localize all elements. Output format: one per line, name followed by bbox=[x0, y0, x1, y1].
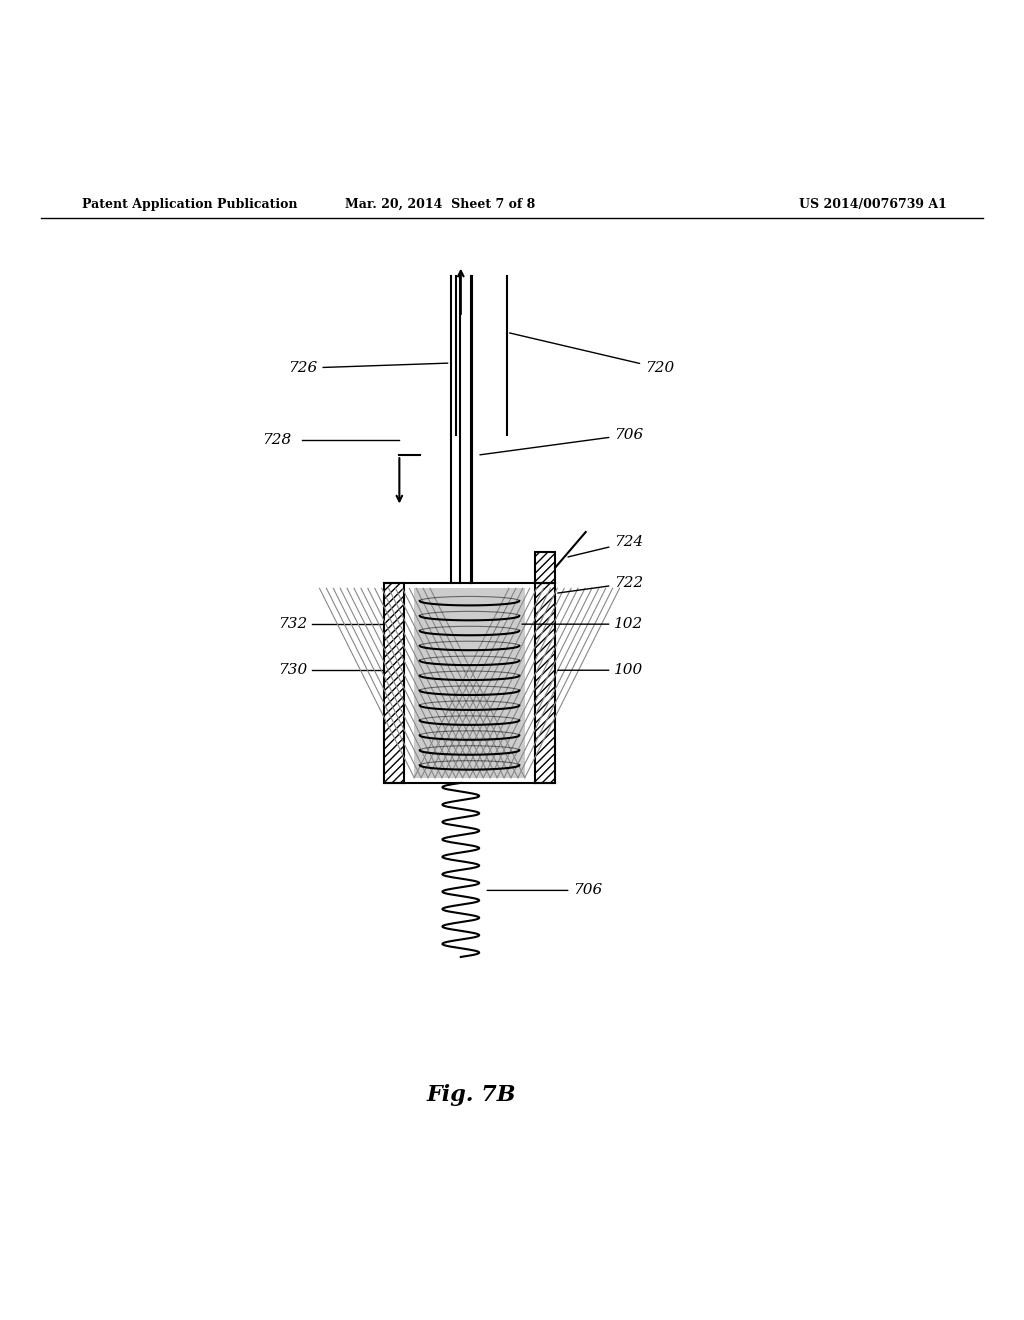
Text: 732: 732 bbox=[278, 618, 307, 631]
Bar bbox=[535, 583, 555, 783]
Bar bbox=[535, 553, 555, 583]
Text: 730: 730 bbox=[278, 663, 307, 677]
Text: 724: 724 bbox=[568, 535, 644, 557]
Text: US 2014/0076739 A1: US 2014/0076739 A1 bbox=[799, 198, 946, 211]
Text: 706: 706 bbox=[480, 428, 644, 455]
Bar bbox=[415, 589, 524, 777]
Text: Mar. 20, 2014  Sheet 7 of 8: Mar. 20, 2014 Sheet 7 of 8 bbox=[345, 198, 536, 211]
Text: Patent Application Publication: Patent Application Publication bbox=[82, 198, 297, 211]
Text: 100: 100 bbox=[558, 663, 644, 677]
Text: 706: 706 bbox=[487, 883, 603, 898]
Text: Fig. 7B: Fig. 7B bbox=[426, 1084, 516, 1106]
Text: 722: 722 bbox=[558, 577, 644, 593]
Text: 102: 102 bbox=[522, 618, 644, 631]
Bar bbox=[384, 583, 404, 783]
Text: 728: 728 bbox=[262, 433, 292, 447]
Text: 726: 726 bbox=[288, 362, 447, 375]
Text: 720: 720 bbox=[510, 333, 675, 375]
